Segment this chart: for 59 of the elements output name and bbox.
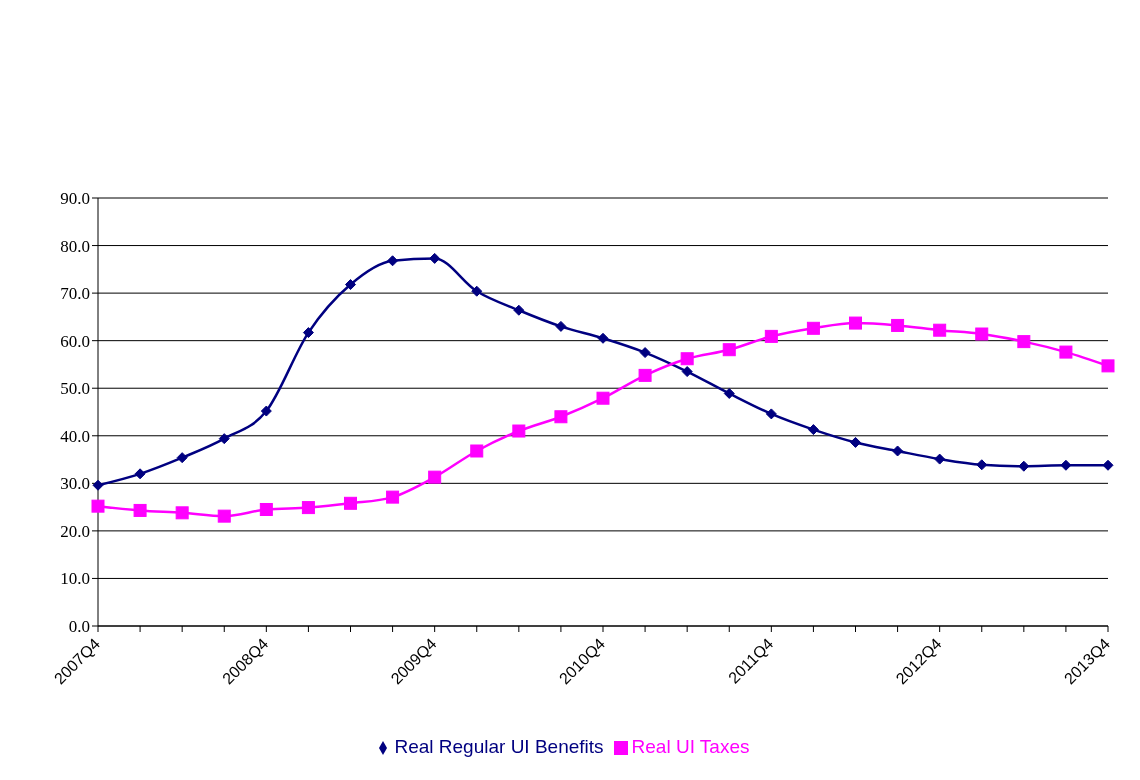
point [722,343,736,357]
point [386,490,400,504]
point [218,433,230,445]
y-tick-label: 90.0 [60,189,90,209]
point [133,503,147,517]
y-tick-label: 40.0 [60,426,90,446]
point [806,321,820,335]
point [513,304,525,316]
point [1101,359,1115,373]
point [681,366,693,378]
point [554,410,568,424]
point [639,347,651,359]
point [512,424,526,438]
point [387,255,399,267]
point [428,470,442,484]
point [175,506,189,520]
point [850,436,861,448]
point [1059,345,1073,359]
point [555,320,567,332]
point [217,509,231,523]
point [1102,459,1114,471]
point [765,408,777,420]
point [91,499,105,513]
point [134,468,146,480]
point [891,318,905,332]
y-tick-label: 50.0 [60,379,90,399]
point [934,453,946,465]
point [260,405,272,417]
point [723,387,735,399]
point [1017,335,1031,349]
point [680,352,694,366]
point [471,285,483,297]
point [344,496,357,510]
point [892,445,904,457]
y-tick-label: 60.0 [60,331,90,351]
point [596,391,610,405]
point [301,501,315,515]
point [975,327,989,341]
point [807,424,819,436]
point [302,327,314,339]
y-tick-label: 70.0 [60,284,90,304]
point [345,279,356,291]
point [849,316,862,330]
point [429,252,441,264]
y-tick-label: 20.0 [60,521,90,541]
point [470,444,484,458]
legend-label: Real Regular UI Benefits [394,736,604,757]
point [1060,459,1072,471]
point [597,332,609,344]
legend-label: Real UI Taxes [631,736,750,757]
point [933,323,947,337]
point [176,452,188,464]
point [638,368,652,382]
point [764,329,778,343]
y-tick-label: 0.0 [68,617,90,637]
y-tick-label: 10.0 [60,569,90,589]
y-tick-label: 30.0 [60,474,90,494]
y-tick-label: 80.0 [60,236,90,256]
point [259,502,273,516]
